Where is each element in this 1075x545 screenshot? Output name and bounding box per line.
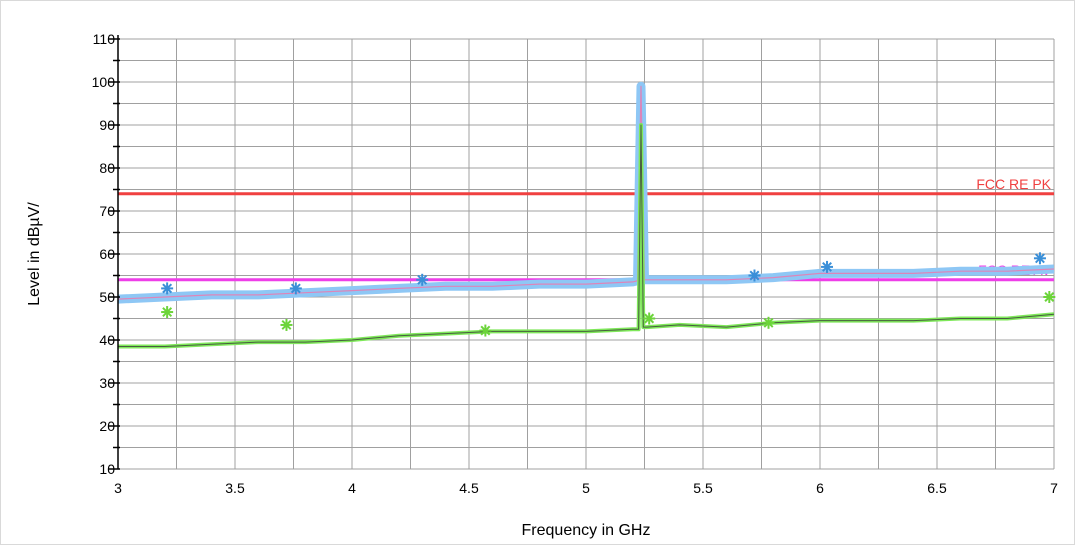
x-axis-title: Frequency in GHz: [522, 522, 651, 539]
average-trace-line: [118, 124, 1055, 347]
markers: [161, 252, 1056, 337]
average-marker: [643, 312, 656, 325]
average-marker: [479, 324, 492, 337]
peak-marker: [821, 260, 834, 273]
average-marker: [280, 318, 293, 331]
average-marker: [1043, 291, 1056, 303]
marker-stroke: [1035, 253, 1045, 264]
y-tick-label: 90: [99, 117, 115, 133]
x-tick-label: 3.5: [225, 480, 245, 496]
y-tick-label: 70: [99, 203, 115, 219]
axes: 10 20 30 40 50 60 70 80 90 100 110 3 3.5 4 4.5 5 5.5 6 6.5…: [92, 31, 1058, 496]
marker-stroke: [644, 313, 655, 324]
y-tick-label: 110: [93, 31, 116, 47]
average-marker: [161, 306, 174, 319]
y-tick-label: 20: [99, 418, 115, 434]
x-tick-label: 5: [582, 480, 590, 496]
peak-marker: [161, 282, 174, 295]
limit-line-label: FCC RE PK: [976, 176, 1051, 192]
y-tick-label: 40: [99, 332, 115, 348]
x-tick-label: 3: [114, 480, 122, 496]
y-tick-label: 100: [92, 74, 116, 90]
average-marker: [762, 316, 775, 329]
y-axis-title: Level in dBµV/: [26, 202, 43, 306]
marker-stroke: [480, 325, 491, 336]
peak-marker: [416, 273, 429, 286]
marker-stroke: [281, 320, 292, 330]
traces: [117, 81, 1055, 349]
x-tick-label: 7: [1050, 480, 1058, 496]
y-tick-label: 60: [99, 246, 115, 262]
grid: [117, 38, 1055, 470]
marker-stroke: [749, 270, 760, 281]
peak-marker: [1033, 252, 1046, 265]
marker-stroke: [1044, 292, 1055, 302]
marker-stroke: [162, 307, 173, 317]
x-tick-label: 4: [348, 480, 356, 496]
peak-marker: [289, 282, 302, 295]
marker-stroke: [290, 283, 301, 294]
x-tick-label: 6: [816, 480, 824, 496]
peak-marker: [748, 269, 761, 282]
y-tick-label: 30: [99, 375, 115, 391]
marker-stroke: [763, 317, 774, 328]
x-tick-label: 4.5: [459, 480, 479, 496]
marker-stroke: [417, 274, 428, 285]
y-tick-label: 50: [99, 289, 115, 305]
x-tick-label: 6.5: [927, 480, 947, 496]
y-tick-label: 80: [99, 160, 115, 176]
marker-stroke: [162, 283, 173, 294]
marker-stroke: [822, 261, 832, 272]
y-tick-label: 10: [99, 461, 115, 477]
x-tick-label: 5.5: [693, 480, 713, 496]
